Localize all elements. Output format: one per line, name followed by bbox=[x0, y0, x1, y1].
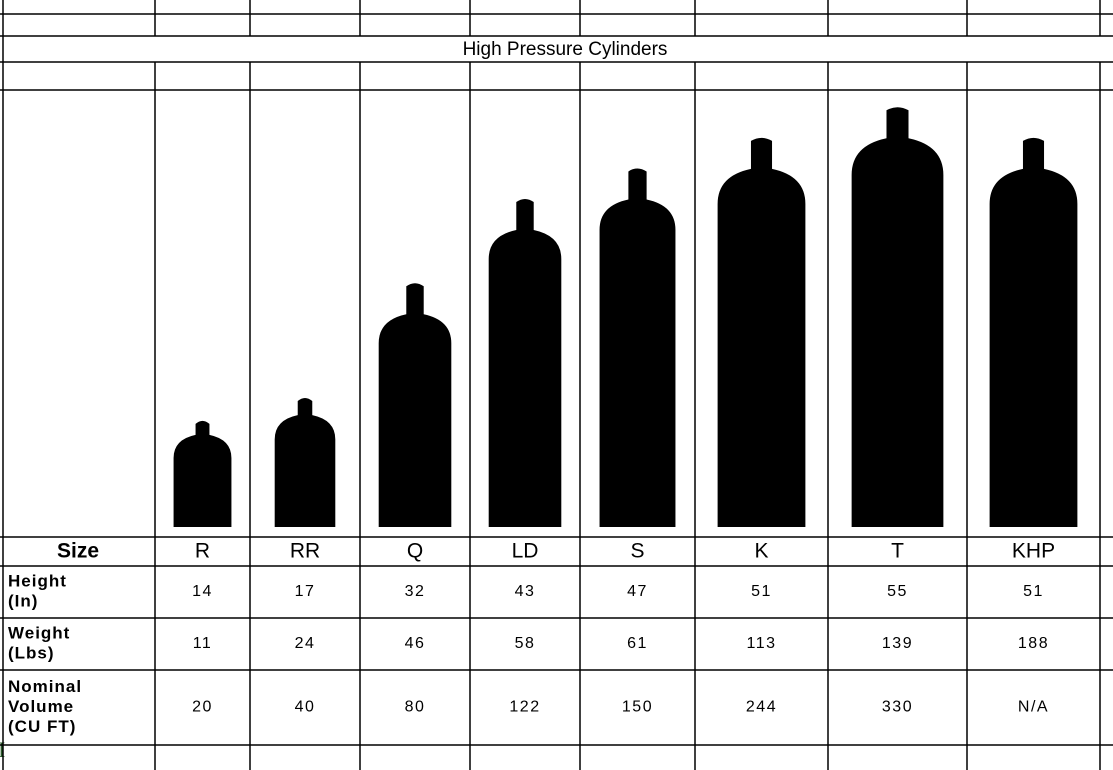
size-header: LD bbox=[512, 540, 539, 563]
row-label: Height bbox=[8, 571, 67, 590]
cell-value: 46 bbox=[405, 635, 426, 652]
row-label: (In) bbox=[8, 591, 38, 610]
size-header: R bbox=[195, 540, 210, 563]
cell-value: 113 bbox=[746, 635, 776, 652]
row-label: Nominal bbox=[8, 677, 82, 696]
cell-value: 150 bbox=[622, 699, 653, 716]
cell-value: 47 bbox=[627, 583, 648, 600]
size-label: Size bbox=[57, 540, 99, 563]
size-header: K bbox=[754, 540, 768, 563]
cell-value: 122 bbox=[509, 699, 540, 716]
table-title: High Pressure Cylinders bbox=[463, 39, 668, 60]
size-header: RR bbox=[290, 540, 320, 563]
size-header: T bbox=[891, 540, 904, 563]
cell-value: 20 bbox=[192, 699, 213, 716]
size-header: KHP bbox=[1012, 540, 1055, 563]
row-label: Weight bbox=[8, 623, 70, 642]
cell-value: 188 bbox=[1018, 635, 1049, 652]
cell-value: 51 bbox=[751, 583, 772, 600]
size-header: Q bbox=[407, 540, 423, 563]
cell-value: 14 bbox=[192, 583, 213, 600]
cylinder bbox=[989, 137, 1078, 527]
cell-value: 61 bbox=[627, 635, 648, 652]
row-label: Volume bbox=[8, 697, 74, 716]
cell-value: 43 bbox=[515, 583, 536, 600]
cylinder bbox=[274, 397, 336, 527]
cylinder bbox=[599, 168, 676, 527]
cell-value: 244 bbox=[746, 699, 777, 716]
row-label: (CU FT) bbox=[8, 717, 76, 736]
cell-value: N/A bbox=[1018, 699, 1049, 716]
cell-value: 58 bbox=[515, 635, 536, 652]
cell-value: 330 bbox=[882, 699, 913, 716]
row-label: (Lbs) bbox=[8, 643, 55, 662]
cell-value: 11 bbox=[193, 635, 213, 652]
cell-value: 40 bbox=[295, 699, 316, 716]
cylinder bbox=[173, 420, 232, 527]
cell-value: 24 bbox=[295, 635, 316, 652]
cylinder bbox=[488, 199, 562, 528]
cell-value: 55 bbox=[887, 583, 908, 600]
cell-value: 51 bbox=[1023, 583, 1044, 600]
size-header: S bbox=[630, 540, 644, 563]
cell-value: 17 bbox=[295, 583, 316, 600]
cell-value: 32 bbox=[405, 583, 426, 600]
cylinder bbox=[717, 137, 806, 527]
cylinder bbox=[378, 283, 452, 527]
cylinder bbox=[851, 107, 944, 527]
cell-value: 139 bbox=[882, 635, 913, 652]
cell-value: 80 bbox=[405, 699, 426, 716]
